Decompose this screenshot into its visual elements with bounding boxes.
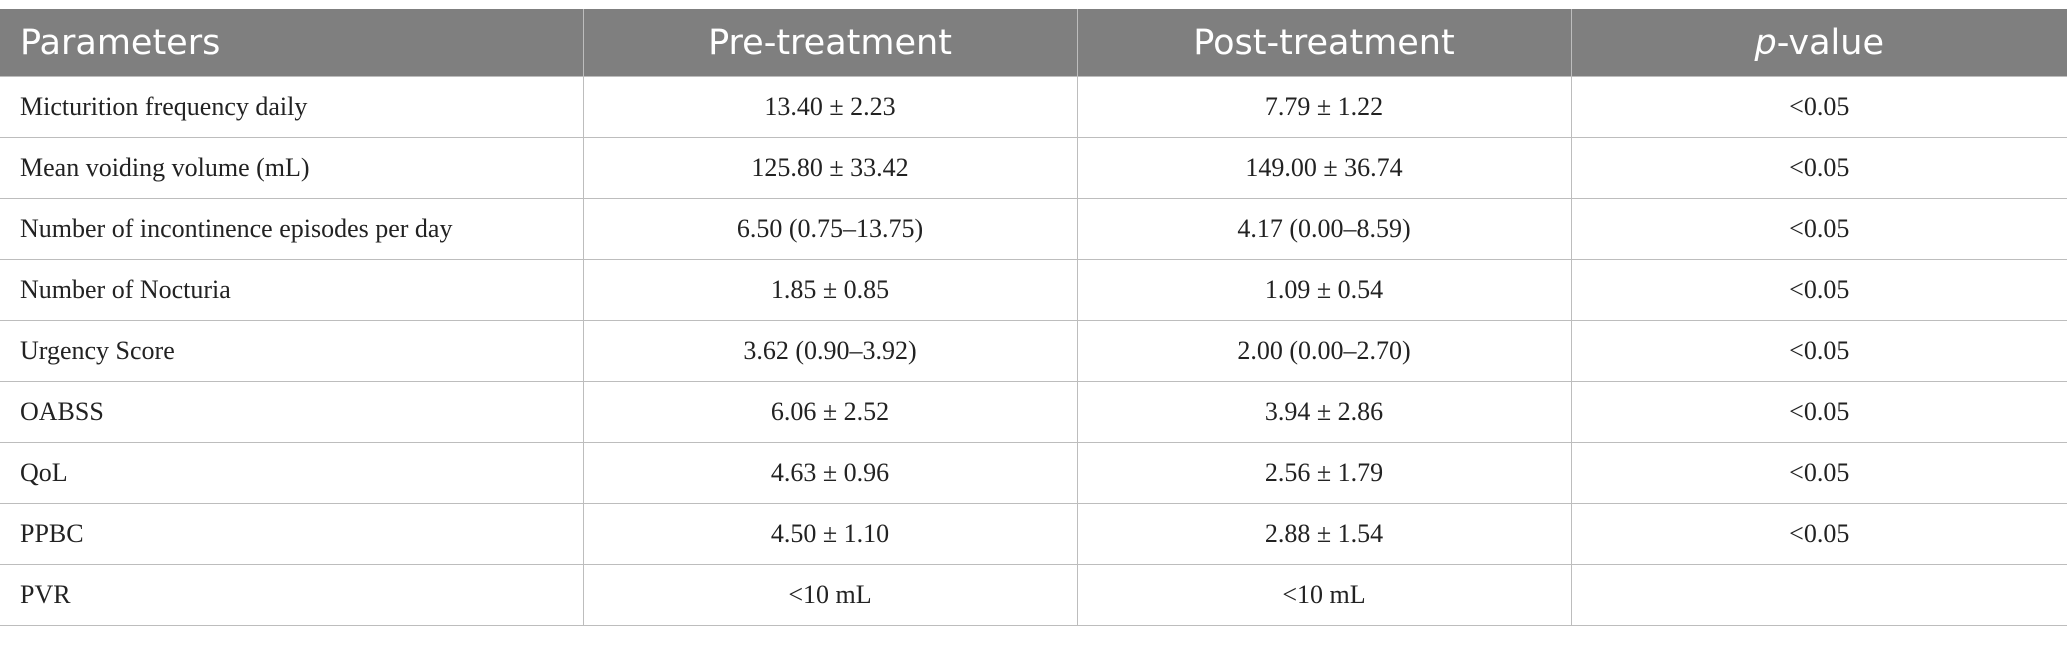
p-value-cell [1570,564,2067,626]
p-value-cell: <0.05 [1570,76,2067,138]
table-body: Micturition frequency daily 13.40 ± 2.23… [0,76,2067,626]
p-value-cell: <0.05 [1570,381,2067,443]
pre-treatment-cell: 1.85 ± 0.85 [582,259,1078,321]
post-treatment-cell: 3.94 ± 2.86 [1076,381,1572,443]
pre-treatment-cell: 6.50 (0.75–13.75) [582,198,1078,260]
post-treatment-cell: 2.88 ± 1.54 [1076,503,1572,565]
table-row: Number of Nocturia 1.85 ± 0.85 1.09 ± 0.… [0,259,2067,321]
p-value-cell: <0.05 [1570,198,2067,260]
p-value-cell: <0.05 [1570,503,2067,565]
table-row: OABSS 6.06 ± 2.52 3.94 ± 2.86 <0.05 [0,381,2067,443]
post-treatment-cell: 2.00 (0.00–2.70) [1076,320,1572,382]
pre-treatment-cell: 4.63 ± 0.96 [582,442,1078,504]
results-table-container: Parameters Pre-treatment Post-treatment … [0,9,2067,626]
pre-treatment-cell: 4.50 ± 1.10 [582,503,1078,565]
table-row: Micturition frequency daily 13.40 ± 2.23… [0,76,2067,138]
p-value-cell: <0.05 [1570,259,2067,321]
post-treatment-cell: 149.00 ± 36.74 [1076,137,1572,199]
header-pre-treatment: Pre-treatment [582,9,1078,77]
pre-treatment-cell: 13.40 ± 2.23 [582,76,1078,138]
table-row: QoL 4.63 ± 0.96 2.56 ± 1.79 <0.05 [0,442,2067,504]
header-p-rest: -value [1776,22,1884,63]
parameter-cell: Urgency Score [0,320,584,382]
table-row: Urgency Score 3.62 (0.90–3.92) 2.00 (0.0… [0,320,2067,382]
post-treatment-cell: 7.79 ± 1.22 [1076,76,1572,138]
p-value-cell: <0.05 [1570,320,2067,382]
parameter-cell: PPBC [0,503,584,565]
table-row: PPBC 4.50 ± 1.10 2.88 ± 1.54 <0.05 [0,503,2067,565]
post-treatment-cell: 4.17 (0.00–8.59) [1076,198,1572,260]
pre-treatment-cell: 3.62 (0.90–3.92) [582,320,1078,382]
pre-treatment-cell: 125.80 ± 33.42 [582,137,1078,199]
parameter-cell: QoL [0,442,584,504]
table-row: PVR <10 mL <10 mL [0,564,2067,626]
pre-treatment-cell: 6.06 ± 2.52 [582,381,1078,443]
header-post-treatment: Post-treatment [1076,9,1572,77]
pre-treatment-cell: <10 mL [582,564,1078,626]
table-header: Parameters Pre-treatment Post-treatment … [0,9,2067,77]
header-p-italic: p [1754,22,1777,63]
header-parameters: Parameters [0,9,584,77]
parameter-cell: Mean voiding volume (mL) [0,137,584,199]
parameter-cell: Micturition frequency daily [0,76,584,138]
table-row: Number of incontinence episodes per day … [0,198,2067,260]
parameter-cell: PVR [0,564,584,626]
parameter-cell: OABSS [0,381,584,443]
table-row: Mean voiding volume (mL) 125.80 ± 33.42 … [0,137,2067,199]
results-table: Parameters Pre-treatment Post-treatment … [0,9,2067,626]
post-treatment-cell: <10 mL [1076,564,1572,626]
parameter-cell: Number of Nocturia [0,259,584,321]
header-p-value: p-value [1570,9,2067,77]
header-row: Parameters Pre-treatment Post-treatment … [0,9,2067,77]
parameter-cell: Number of incontinence episodes per day [0,198,584,260]
p-value-cell: <0.05 [1570,137,2067,199]
p-value-cell: <0.05 [1570,442,2067,504]
post-treatment-cell: 1.09 ± 0.54 [1076,259,1572,321]
post-treatment-cell: 2.56 ± 1.79 [1076,442,1572,504]
